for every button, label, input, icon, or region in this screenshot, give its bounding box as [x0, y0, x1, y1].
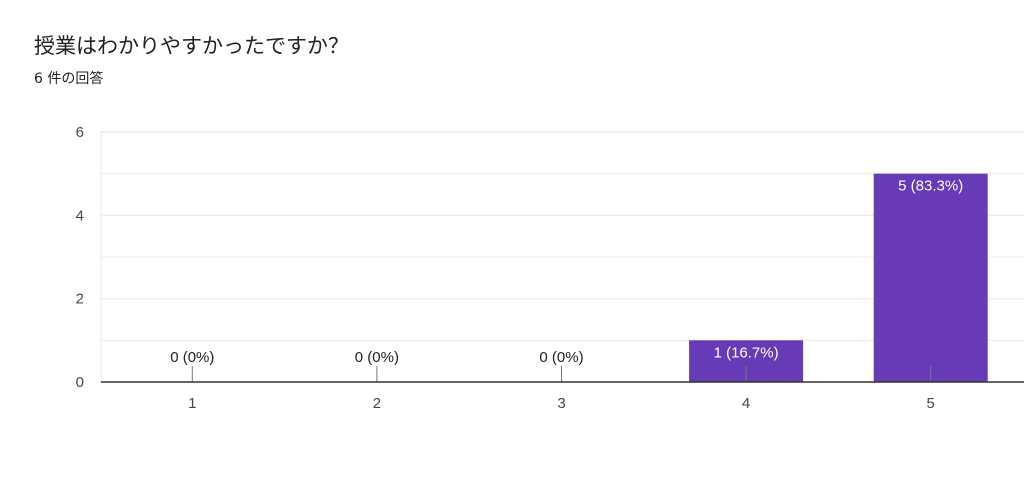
axes — [101, 366, 1024, 383]
x-tick-label: 2 — [373, 395, 381, 412]
data-label: 0 (0%) — [170, 349, 214, 366]
data-label: 5 (83.3%) — [898, 178, 963, 195]
bar-5 — [873, 173, 988, 382]
x-tick-label: 5 — [927, 395, 935, 412]
y-tick-label: 0 — [76, 374, 84, 391]
data-label: 1 (16.7%) — [714, 344, 779, 361]
question-title: 授業はわかりやすかったですか？ — [34, 34, 349, 58]
x-tick-label: 1 — [188, 395, 196, 412]
x-tick-label: 4 — [742, 395, 750, 412]
y-tick-label: 6 — [76, 124, 84, 141]
data-label: 0 (0%) — [539, 349, 583, 366]
labels: 0 2 4 6 1 0 (0%) 2 0 (0%) 3 0 (0%) 4 1 (16.7%) 5 5 (8… — [76, 124, 964, 412]
y-tick-label: 2 — [76, 291, 84, 308]
data-label: 0 (0%) — [355, 349, 399, 366]
response-count: 6 件の回答 — [34, 71, 104, 87]
y-tick-label: 4 — [76, 207, 84, 224]
gridlines — [100, 131, 1024, 382]
x-tick-label: 3 — [557, 395, 565, 412]
